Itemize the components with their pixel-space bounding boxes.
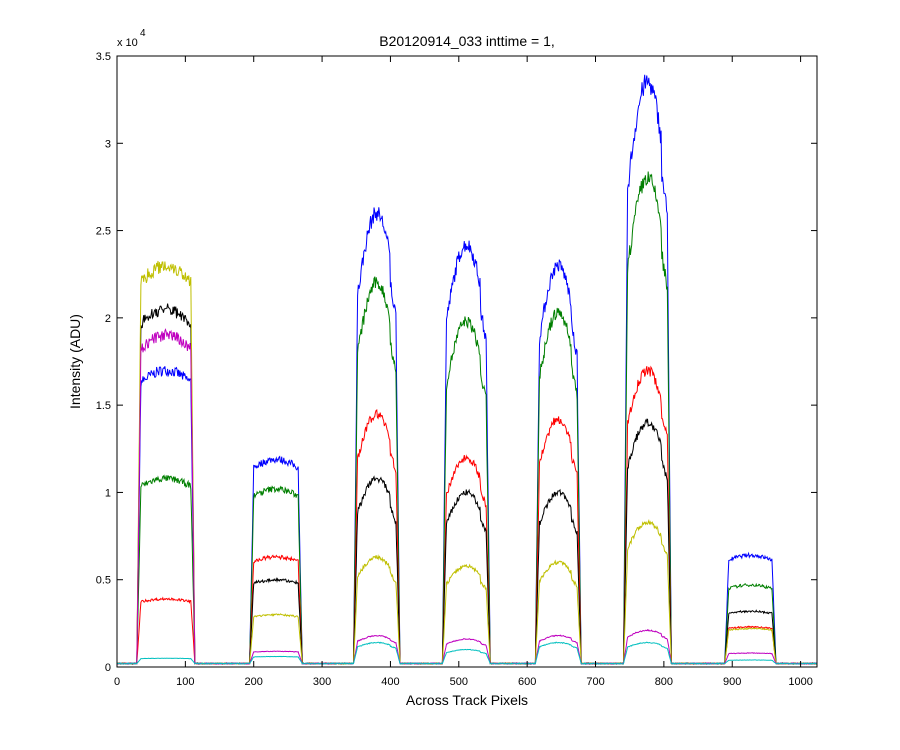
x-tick-label: 900 xyxy=(723,676,741,688)
y-tick-label: 1.5 xyxy=(96,400,111,412)
series-layer xyxy=(116,74,818,665)
x-tick-label: 600 xyxy=(518,676,536,688)
y-tick-label: 1 xyxy=(105,487,111,499)
x-tick-label: 700 xyxy=(586,676,604,688)
y-exponent-label: x 10 xyxy=(117,37,138,49)
y-tick-label: 3 xyxy=(105,138,111,150)
chart-title: B20120914_033 inttime = 1, xyxy=(379,33,555,49)
y-axis-label: Intensity (ADU) xyxy=(67,314,83,409)
plot-area xyxy=(117,56,817,667)
x-tick-label: 100 xyxy=(176,676,194,688)
y-tick-label: 0 xyxy=(105,662,111,674)
x-tick-label: 0 xyxy=(114,676,120,688)
x-tick-label: 800 xyxy=(655,676,673,688)
y-exponent-power: 4 xyxy=(140,28,146,39)
series-line-7 xyxy=(116,641,818,665)
y-tick-label: 2 xyxy=(105,313,111,325)
x-axis-label: Across Track Pixels xyxy=(406,692,528,708)
axes-box xyxy=(116,55,818,668)
x-tick-label: 300 xyxy=(313,676,331,688)
x-tick-label: 1000 xyxy=(788,676,812,688)
x-tick-label: 200 xyxy=(245,676,263,688)
y-tick-label: 0.5 xyxy=(96,575,111,587)
x-tick-label: 400 xyxy=(381,676,399,688)
y-tick-label: 3.5 xyxy=(96,51,111,63)
x-tick-label: 500 xyxy=(450,676,468,688)
y-tick-label: 2.5 xyxy=(96,226,111,238)
